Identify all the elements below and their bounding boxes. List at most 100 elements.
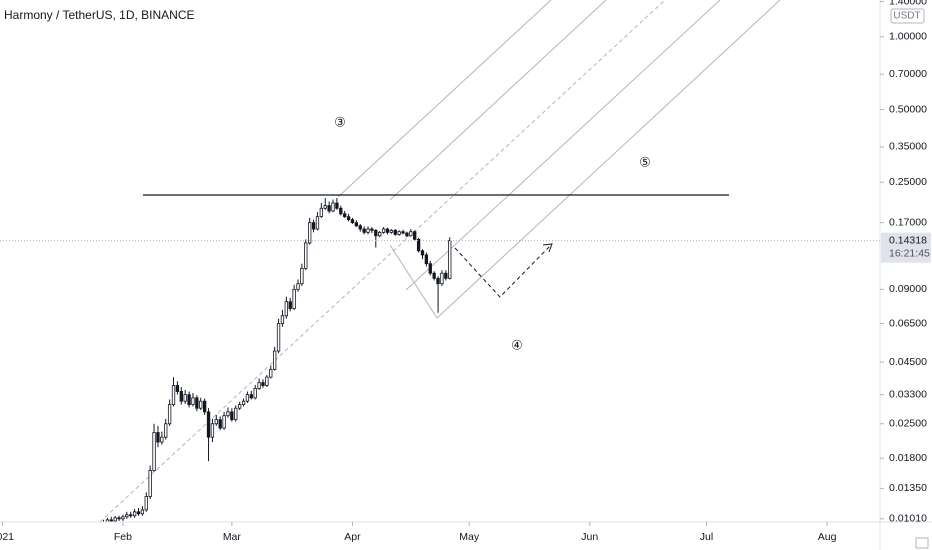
x-tick-label: Feb <box>114 531 132 543</box>
candle-body <box>109 519 113 522</box>
candle-body <box>350 219 355 224</box>
candle-body <box>269 368 273 378</box>
x-tick-label: Aug <box>818 531 837 543</box>
candle-body <box>311 222 316 230</box>
candle-body <box>265 376 269 386</box>
pitchfork-line <box>436 0 781 319</box>
chart-title: Harmony / TetherUS, 1D, BINANCE <box>4 8 195 22</box>
candle-body <box>296 283 300 290</box>
candle-body <box>136 511 141 515</box>
candle-body <box>144 496 148 511</box>
candle-body <box>416 238 421 252</box>
candle-body <box>175 385 180 392</box>
candle-body <box>339 207 343 215</box>
x-tick-label: Apr <box>344 531 361 543</box>
candle-body <box>179 391 183 402</box>
candle-body <box>210 423 215 438</box>
y-tick-label: 0.01800 <box>889 452 927 464</box>
candle-body <box>226 411 230 417</box>
candle-body <box>164 423 168 438</box>
candle-body <box>206 411 211 438</box>
x-tick-label: May <box>459 531 480 543</box>
candle-body <box>257 382 261 389</box>
candle-body <box>121 516 125 520</box>
candle-body <box>428 263 432 274</box>
x-tick-label: Mar <box>223 531 242 543</box>
candle-body <box>420 250 425 256</box>
current-price: 0.14318 <box>889 234 927 246</box>
y-tick-label: 0.01010 <box>889 513 927 525</box>
candle-body <box>327 205 331 212</box>
candle-body <box>156 432 160 443</box>
x-tick-label: Jul <box>700 531 713 543</box>
candle-body <box>331 202 335 212</box>
candle-body <box>405 232 409 237</box>
y-tick-label: 0.06500 <box>889 317 927 329</box>
candle-body <box>230 411 234 421</box>
candle-body <box>288 301 292 309</box>
arrow-head <box>542 243 553 253</box>
candle-body <box>276 323 281 352</box>
candle-body <box>241 400 246 406</box>
candle-body <box>389 229 394 233</box>
candle-body <box>346 216 351 221</box>
currency-box <box>890 8 925 24</box>
candle-body <box>436 277 440 285</box>
candle-body <box>358 225 362 230</box>
candle-body <box>397 231 401 235</box>
drawings <box>99 0 781 522</box>
candle-body <box>234 407 238 421</box>
candle-body <box>140 509 145 515</box>
candle-body <box>319 207 324 218</box>
price-box <box>881 232 931 263</box>
candle-body <box>413 231 417 240</box>
candles <box>101 198 452 522</box>
candle-body <box>199 400 203 409</box>
candle-body <box>214 419 218 425</box>
candle-body <box>440 272 444 285</box>
y-tick-label: 0.09000 <box>889 283 927 295</box>
pitchfork-line <box>405 0 721 291</box>
candle-body <box>378 231 382 237</box>
wave-label: ③ <box>334 114 346 129</box>
y-tick-label: 0.35000 <box>889 141 927 153</box>
pitchfork-median <box>99 0 666 522</box>
pitchfork-line <box>389 0 607 201</box>
candle-body <box>304 242 308 269</box>
x-tick-label: 2021 <box>0 531 14 543</box>
candle-body <box>171 385 176 406</box>
candle-body <box>222 415 226 429</box>
candle-body <box>167 404 172 425</box>
candle-body <box>113 517 117 522</box>
y-tick-label: 1.00000 <box>889 31 927 43</box>
candle-body <box>195 397 199 409</box>
candle-body <box>444 272 448 279</box>
candle-body <box>245 394 250 402</box>
candle-body <box>424 254 429 265</box>
pitchfork-handle <box>389 244 438 319</box>
candle-body <box>335 202 339 209</box>
wave-label: ④ <box>511 337 523 352</box>
candle-body <box>129 514 133 517</box>
candle-body <box>183 394 187 402</box>
candle-body <box>125 514 129 518</box>
candle-body <box>401 231 405 234</box>
candle-body <box>343 213 347 218</box>
x-tick-label: Jun <box>581 531 598 543</box>
candle-body <box>300 267 304 285</box>
candle-body <box>261 382 265 386</box>
candle-body <box>374 229 378 237</box>
pitchfork-line <box>337 0 552 198</box>
wave-label: ⑤ <box>639 154 651 169</box>
projection-path <box>454 245 551 298</box>
candle-body <box>432 272 436 279</box>
y-tick-label: 0.02500 <box>889 418 927 430</box>
candle-body <box>148 470 152 497</box>
candle-body <box>409 231 413 237</box>
candle-body <box>160 436 164 443</box>
settings-icon[interactable] <box>915 537 929 549</box>
candle-body <box>315 216 320 230</box>
y-tick-label: 0.04500 <box>889 356 927 368</box>
candle-body <box>132 511 137 517</box>
y-tick-label: 0.70000 <box>889 68 927 80</box>
